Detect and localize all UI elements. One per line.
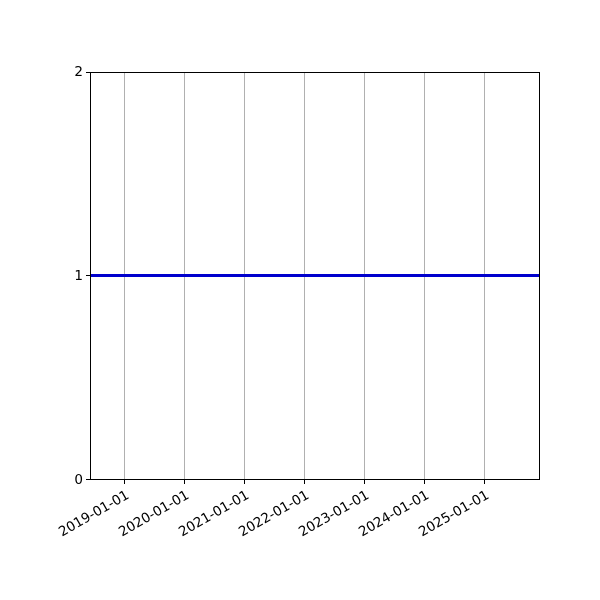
y-tick-label: 0 bbox=[74, 471, 83, 488]
x-tick-mark bbox=[423, 479, 425, 484]
y-tick-mark bbox=[86, 71, 90, 73]
y-tick-label: 2 bbox=[74, 64, 83, 80]
y-tick-mark bbox=[86, 479, 90, 480]
x-tick-mark bbox=[183, 479, 185, 484]
x-tick-mark bbox=[363, 479, 365, 484]
x-tick-mark bbox=[123, 479, 125, 484]
series-line-constant-series bbox=[91, 274, 539, 278]
y-tick-mark bbox=[86, 275, 90, 277]
x-tick-mark bbox=[483, 479, 485, 484]
y-tick-label: 1 bbox=[74, 267, 83, 284]
x-tick-mark bbox=[303, 479, 305, 484]
plot-area bbox=[90, 72, 540, 480]
x-tick-mark bbox=[243, 479, 245, 484]
